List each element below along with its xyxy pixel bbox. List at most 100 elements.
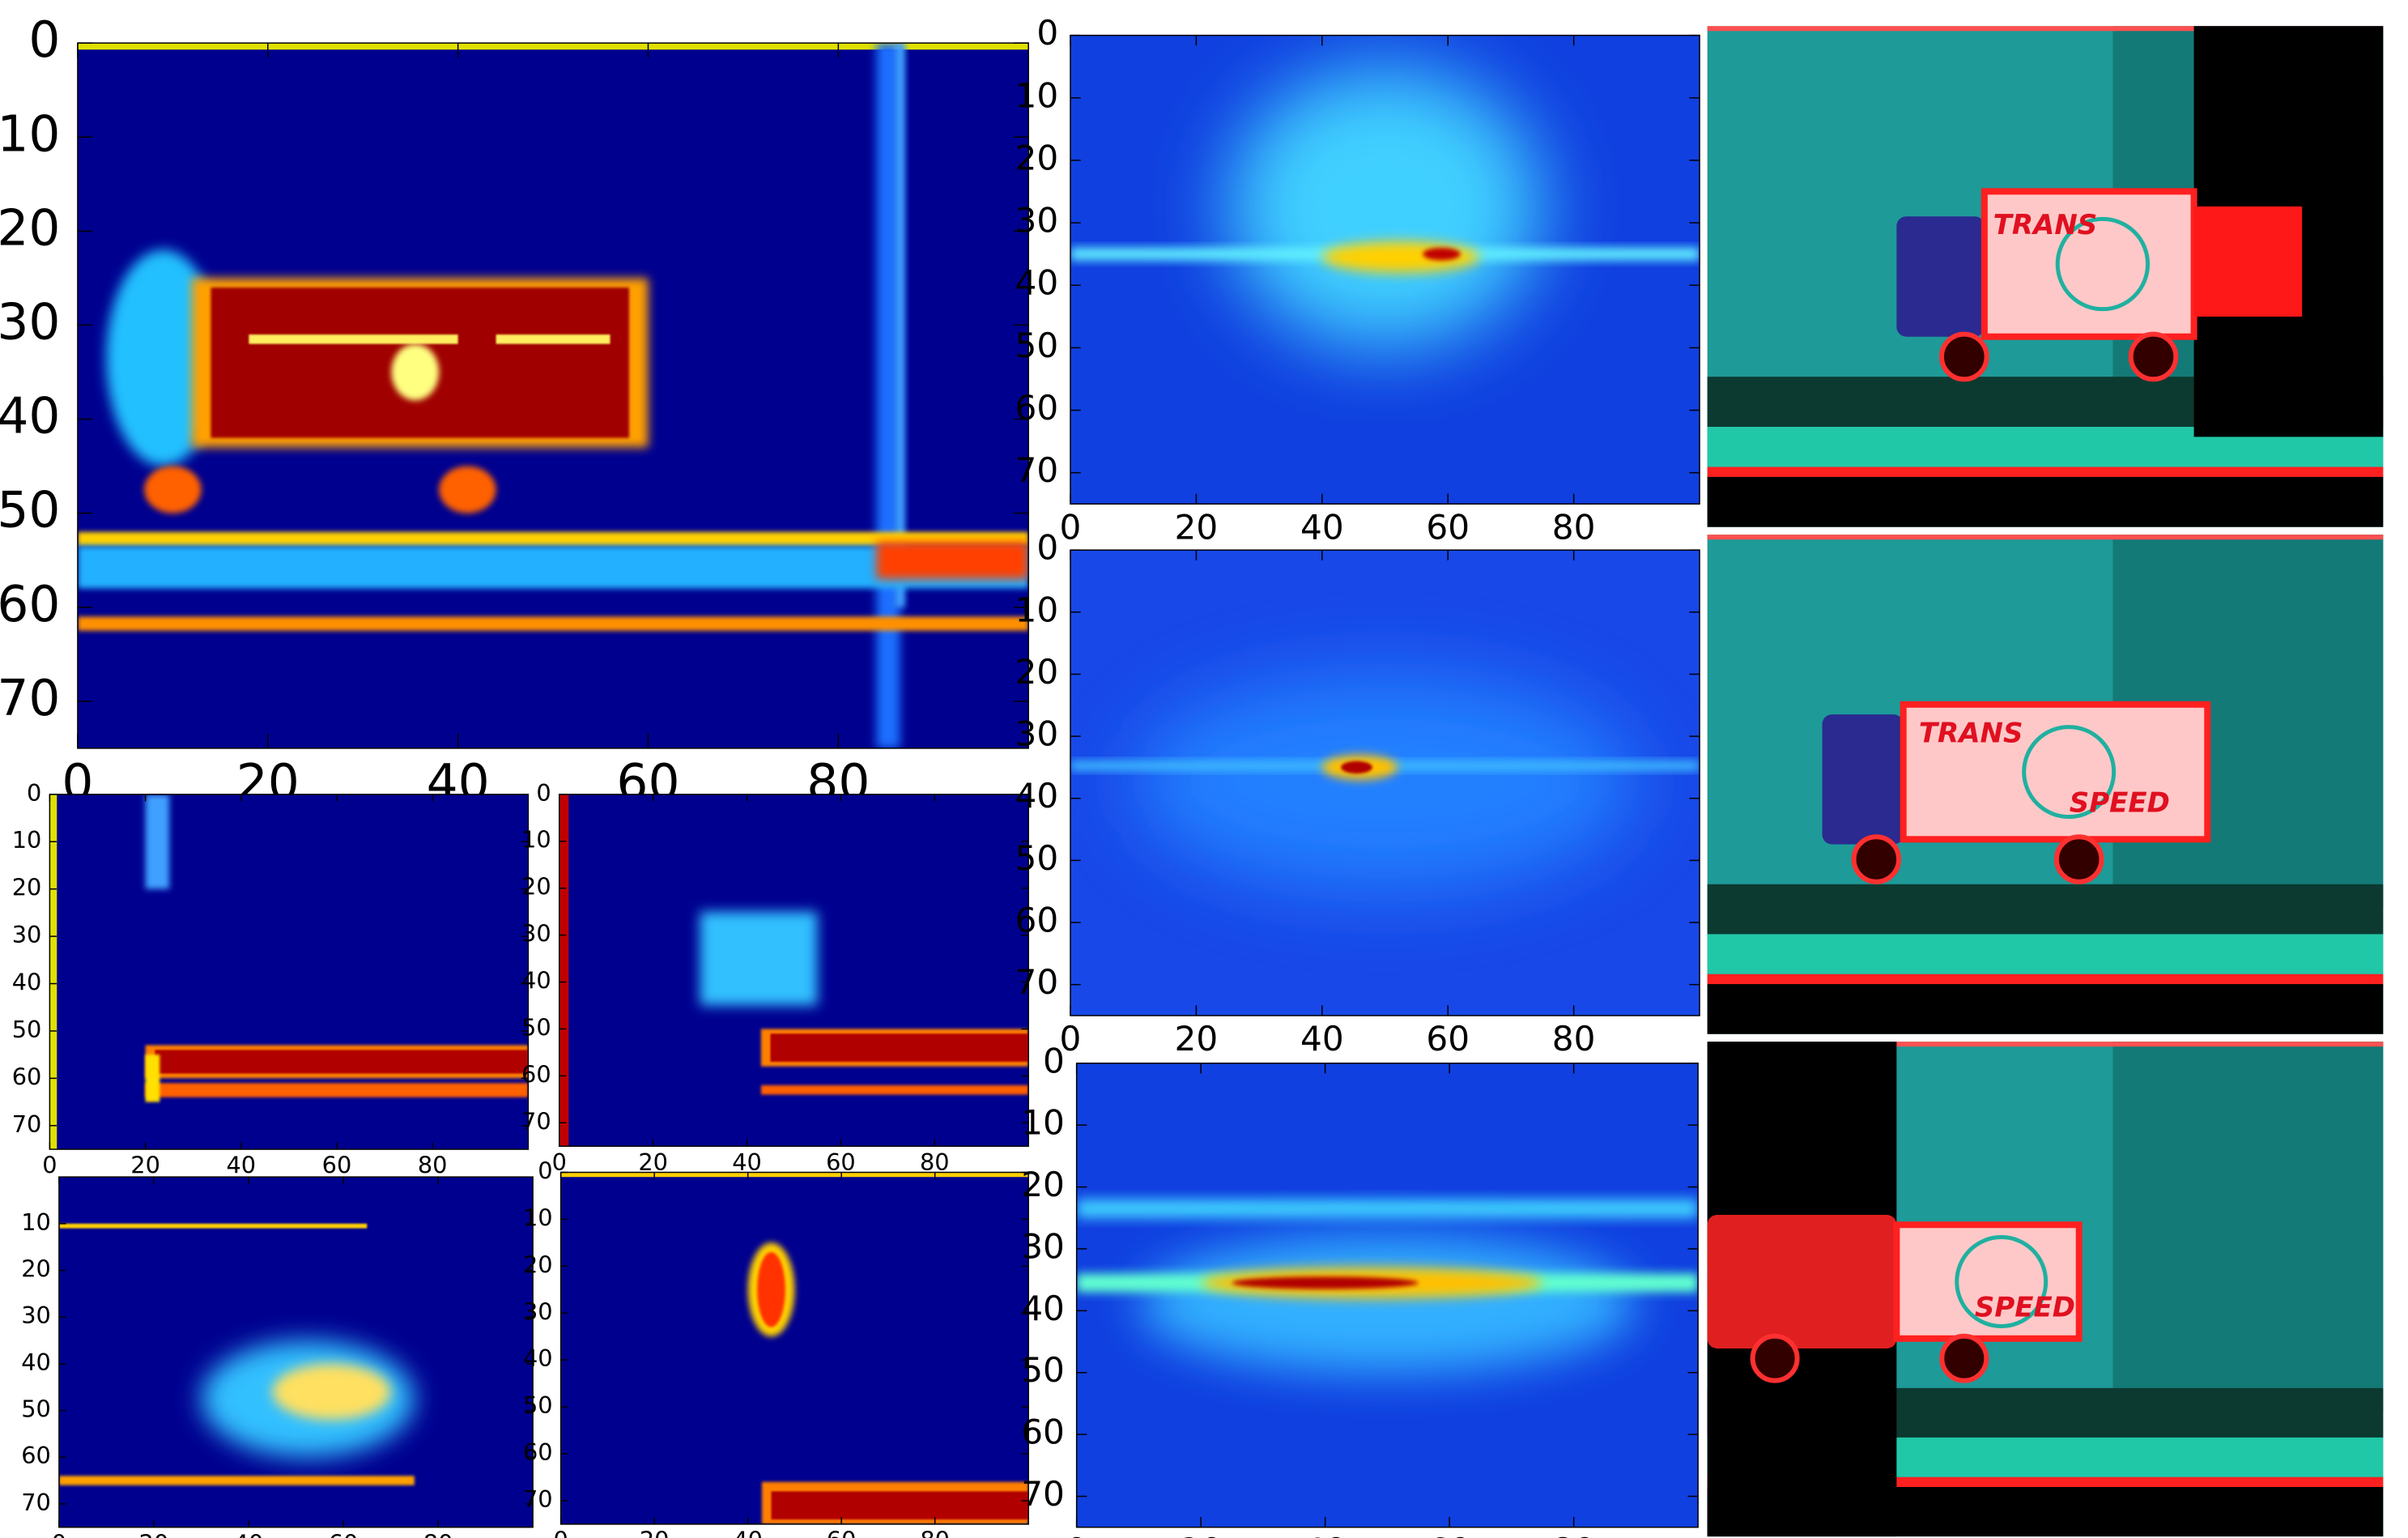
heat-region bbox=[772, 1491, 1029, 1519]
heat-region bbox=[496, 334, 611, 344]
heat-region bbox=[391, 344, 439, 401]
heat-region bbox=[1138, 1237, 1636, 1373]
truck-lettering: TRANS bbox=[1919, 717, 2023, 749]
truck-wheel bbox=[2131, 334, 2176, 380]
x-tick-label: 20 bbox=[139, 1529, 169, 1538]
y-tick-label: 50 bbox=[21, 1395, 51, 1423]
x-tick-label: 80 bbox=[1552, 1019, 1596, 1059]
y-tick-label: 10 bbox=[1021, 1103, 1065, 1143]
heat-region bbox=[700, 912, 818, 1006]
x-tick-label: 80 bbox=[423, 1529, 453, 1538]
truck-wheel bbox=[1942, 1336, 1986, 1381]
heat-region bbox=[559, 795, 569, 1146]
heat-region bbox=[272, 1364, 390, 1420]
heatmap bbox=[78, 43, 1028, 748]
y-tick-label: 20 bbox=[1021, 1165, 1065, 1204]
heat-region bbox=[896, 43, 905, 607]
truck-lettering: TRANS bbox=[1993, 209, 2098, 241]
x-tick-label: 40 bbox=[1300, 507, 1344, 547]
y-tick-label: 60 bbox=[523, 1438, 553, 1466]
x-tick-label: 60 bbox=[1426, 507, 1470, 547]
heat-region bbox=[146, 795, 170, 889]
heat-region bbox=[249, 334, 457, 344]
y-tick-label: 10 bbox=[521, 826, 551, 854]
x-tick-label: 60 bbox=[827, 1527, 857, 1538]
y-tick-label: 10 bbox=[1015, 75, 1059, 115]
x-tick-label: 20 bbox=[638, 1148, 668, 1176]
heat-region bbox=[439, 467, 496, 513]
photo-bottom bbox=[1708, 984, 2384, 1034]
heatmap bbox=[1070, 36, 1700, 505]
x-tick-label: 20 bbox=[640, 1527, 670, 1538]
y-tick-label: 50 bbox=[1015, 838, 1059, 878]
x-tick-label: 20 bbox=[1179, 1531, 1223, 1538]
x-tick-label: 40 bbox=[226, 1152, 256, 1179]
y-tick-label: 20 bbox=[523, 1250, 553, 1278]
x-tick-label: 20 bbox=[1175, 1019, 1219, 1059]
y-tick-label: 40 bbox=[523, 1344, 553, 1372]
heat-region bbox=[59, 1476, 415, 1485]
heat-region bbox=[49, 795, 57, 1149]
heat-region bbox=[1077, 1199, 1698, 1218]
x-tick-label: 80 bbox=[920, 1148, 950, 1176]
x-tick-label: 0 bbox=[52, 1529, 66, 1538]
truck-lettering: SPEED bbox=[1975, 1292, 2075, 1324]
photo-wall-shade bbox=[2112, 1042, 2383, 1412]
heat-region bbox=[757, 1252, 785, 1327]
y-tick-label: 50 bbox=[1015, 326, 1059, 365]
x-tick-label: 60 bbox=[826, 1148, 856, 1176]
heatmap bbox=[59, 1177, 533, 1527]
x-tick-label: 20 bbox=[130, 1152, 160, 1179]
y-tick-label: 30 bbox=[523, 1297, 553, 1325]
y-tick-label: 0 bbox=[536, 779, 551, 807]
heatmap bbox=[49, 795, 528, 1149]
y-tick-label: 40 bbox=[521, 967, 551, 995]
x-tick-label: 40 bbox=[732, 1148, 762, 1176]
x-tick-label: 0 bbox=[1066, 1531, 1087, 1538]
heatmap bbox=[561, 1172, 1029, 1523]
y-tick-label: 40 bbox=[1021, 1289, 1065, 1328]
y-tick-label: 30 bbox=[521, 920, 551, 948]
y-tick-label: 30 bbox=[1021, 1226, 1065, 1266]
truck-cab bbox=[1896, 216, 1985, 336]
x-tick-label: 60 bbox=[329, 1529, 359, 1538]
y-tick-label: 60 bbox=[12, 1063, 42, 1090]
x-tick-label: 60 bbox=[322, 1152, 352, 1179]
y-tick-label: 0 bbox=[1036, 528, 1058, 568]
y-tick-label: 0 bbox=[28, 11, 60, 69]
x-tick-label: 40 bbox=[234, 1529, 264, 1538]
heat-region bbox=[1423, 248, 1461, 260]
y-tick-label: 40 bbox=[21, 1348, 51, 1376]
figure: 0204060800102030405060700204060800102030… bbox=[0, 0, 2408, 1538]
y-tick-label: 60 bbox=[1015, 388, 1059, 428]
photo: TRANSSPEED bbox=[1708, 535, 2384, 1034]
y-tick-label: 30 bbox=[1015, 714, 1059, 754]
y-tick-label: 10 bbox=[1015, 590, 1059, 629]
y-tick-label: 20 bbox=[1015, 652, 1059, 692]
y-tick-label: 60 bbox=[1015, 901, 1059, 940]
y-tick-label: 30 bbox=[1015, 201, 1059, 241]
y-tick-label: 30 bbox=[12, 921, 42, 948]
y-tick-label: 20 bbox=[21, 1255, 51, 1283]
x-tick-label: 80 bbox=[1552, 507, 1596, 547]
x-tick-label: 80 bbox=[1552, 1531, 1596, 1538]
x-tick-label: 0 bbox=[552, 1148, 567, 1176]
y-tick-label: 70 bbox=[1015, 962, 1059, 1002]
truck-cab bbox=[1708, 1215, 1897, 1348]
y-tick-label: 70 bbox=[21, 1489, 51, 1516]
photo: SPEED bbox=[1708, 1042, 2384, 1536]
y-tick-label: 20 bbox=[12, 874, 42, 901]
y-tick-label: 50 bbox=[523, 1391, 553, 1419]
truck-wheel bbox=[1854, 837, 1899, 881]
x-tick-label: 0 bbox=[42, 1152, 57, 1179]
x-tick-label: 0 bbox=[1060, 507, 1082, 547]
heatmap bbox=[559, 795, 1028, 1146]
y-tick-label: 30 bbox=[21, 1302, 51, 1329]
y-tick-label: 0 bbox=[27, 779, 41, 807]
y-tick-label: 70 bbox=[0, 670, 60, 727]
y-tick-label: 50 bbox=[0, 482, 60, 539]
y-tick-label: 50 bbox=[521, 1013, 551, 1041]
y-tick-label: 70 bbox=[12, 1110, 42, 1138]
x-tick-label: 0 bbox=[553, 1527, 568, 1538]
truck-cab bbox=[1823, 714, 1904, 844]
